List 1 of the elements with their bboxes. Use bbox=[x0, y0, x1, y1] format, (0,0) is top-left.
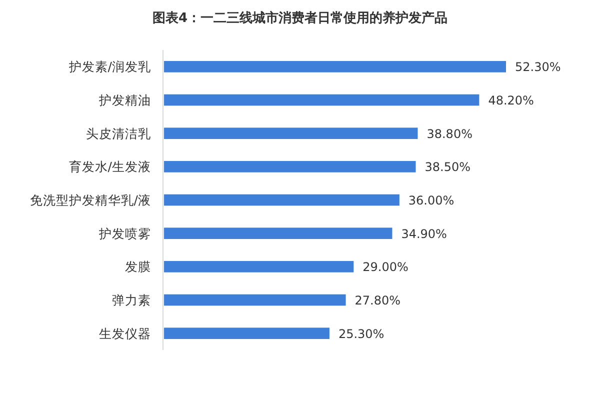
title: 图表4：一二三线城市消费者日常使用的养护发产品 bbox=[152, 11, 448, 26]
